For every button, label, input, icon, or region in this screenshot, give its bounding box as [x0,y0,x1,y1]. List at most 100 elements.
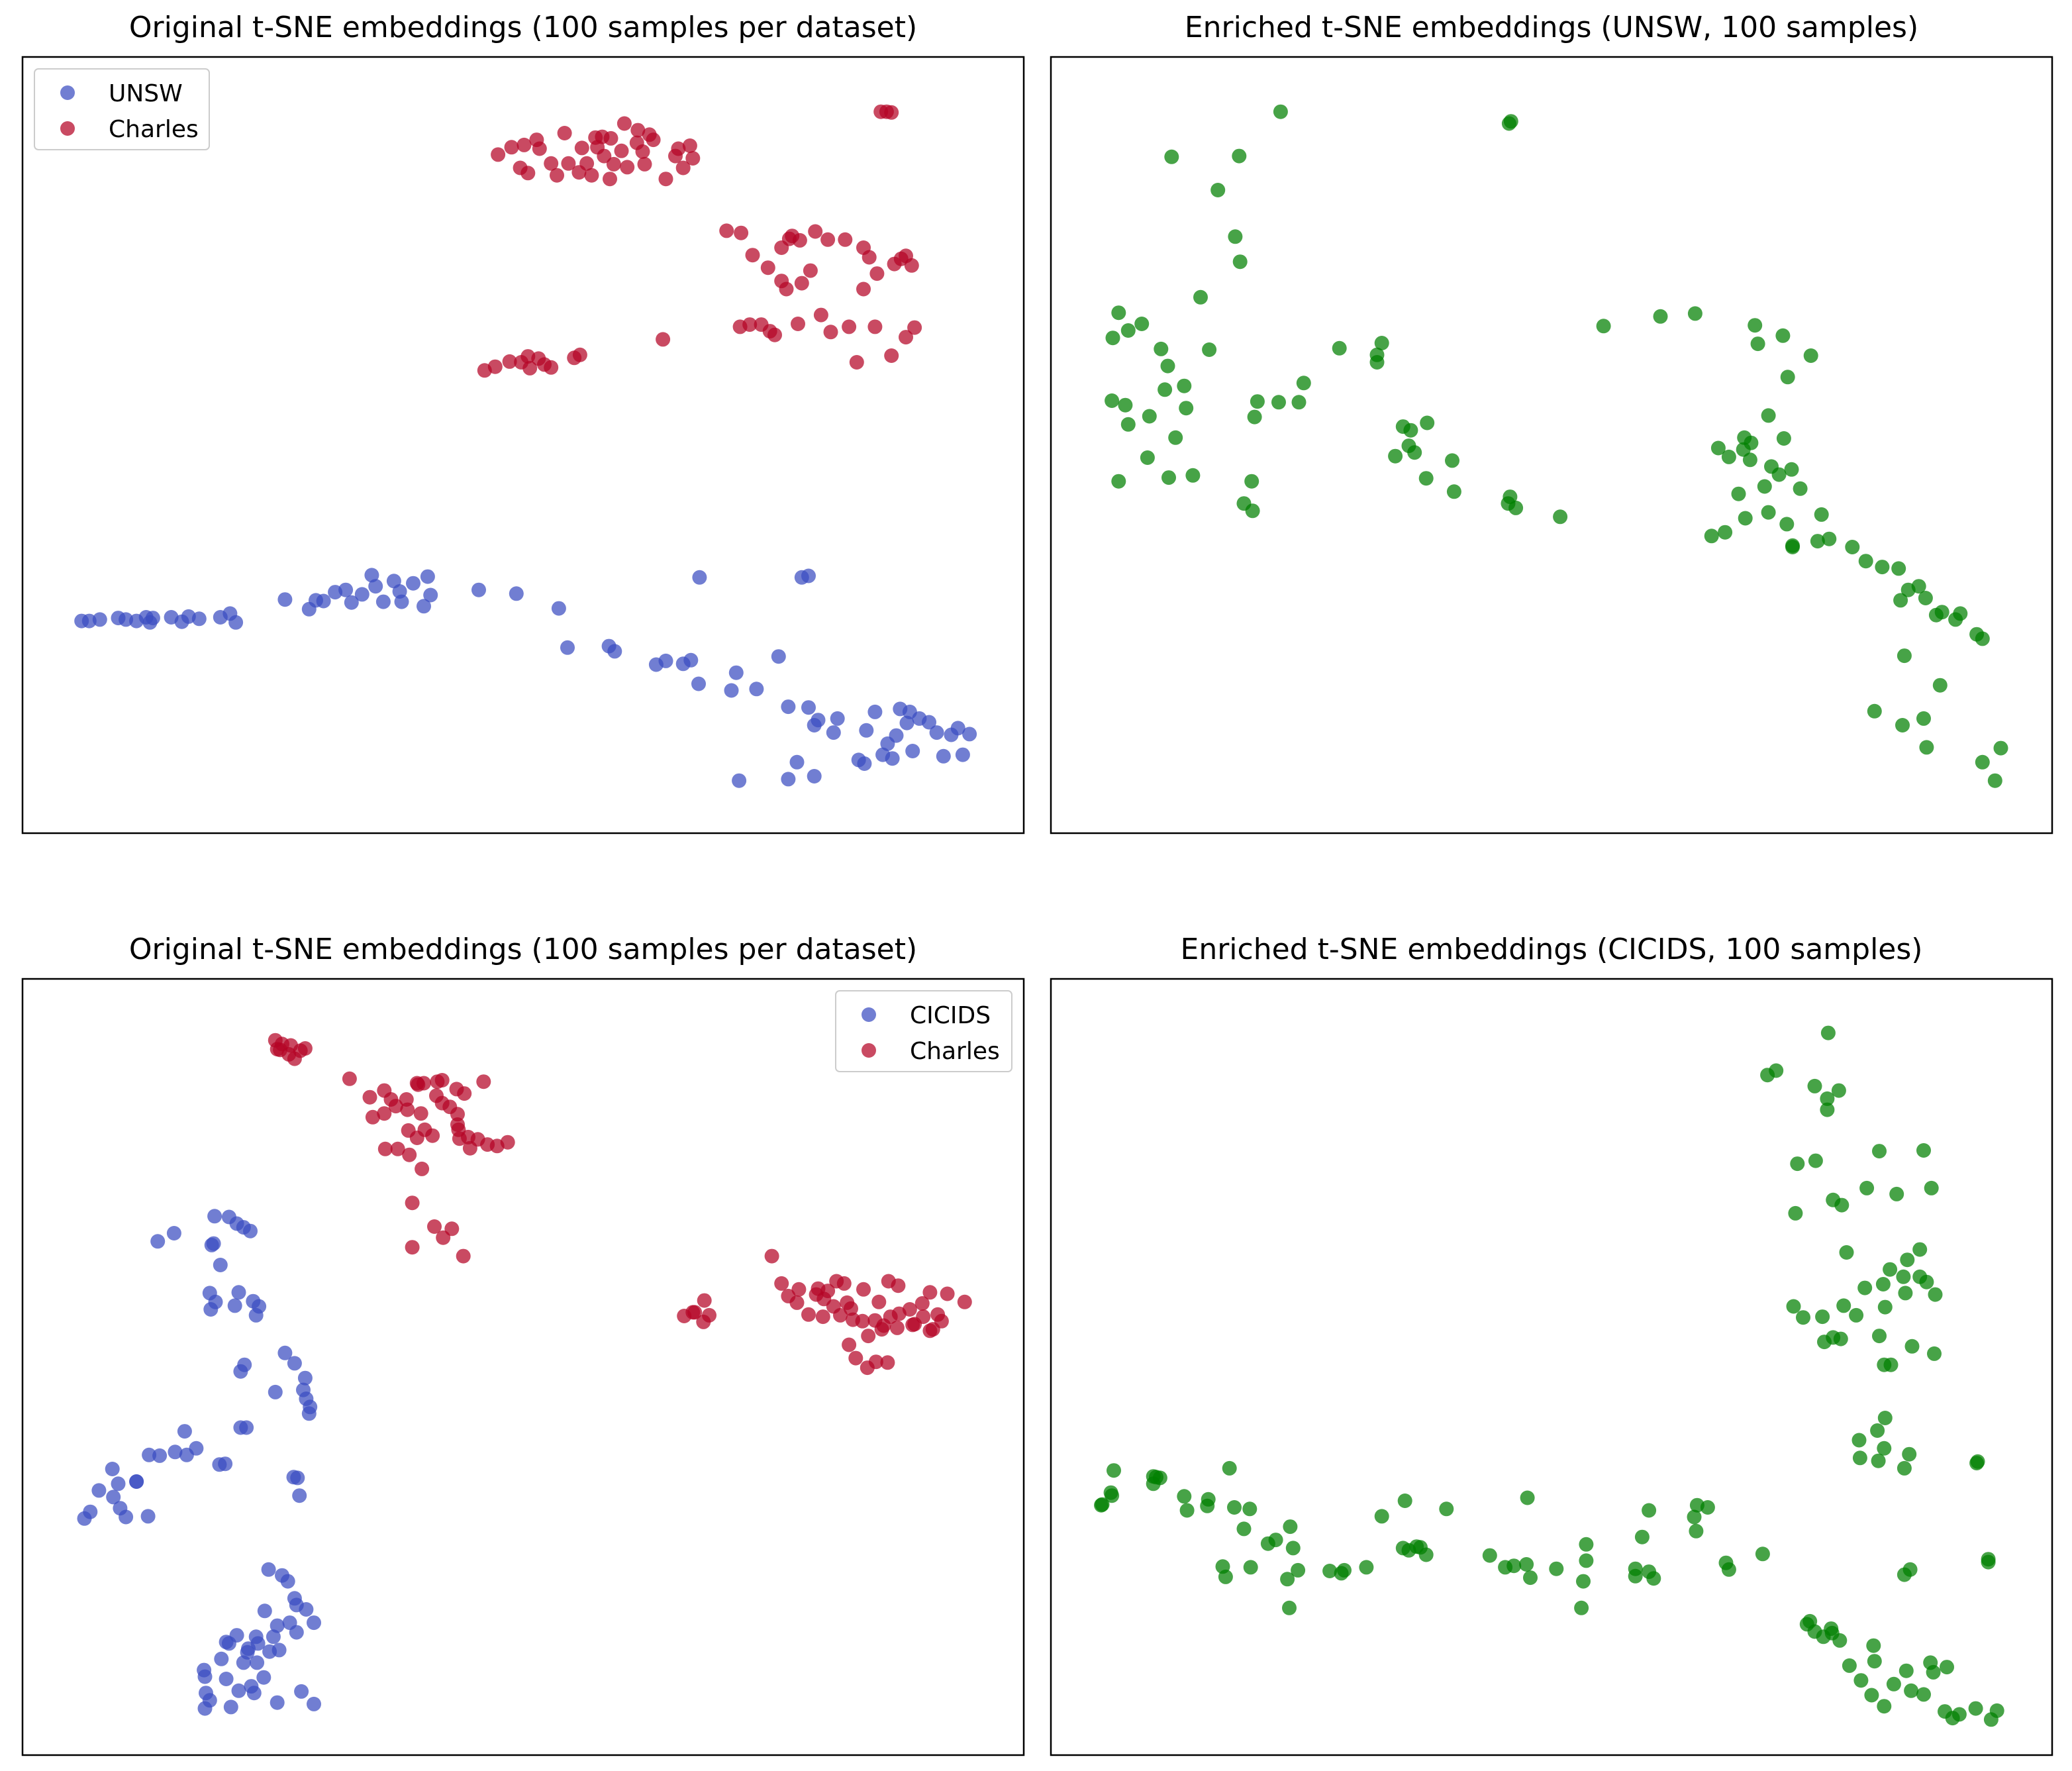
data-point [1968,1701,1983,1716]
data-point [749,682,764,697]
data-point [791,317,805,331]
data-point [702,1307,716,1323]
data-point [1932,678,1948,693]
data-point [92,612,107,627]
data-point [767,327,782,342]
data-point [1283,1519,1298,1535]
chart-title: Enriched t-SNE embeddings (CICIDS, 100 s… [1180,933,1923,966]
data-point [1981,1554,1996,1570]
data-point [1771,467,1787,482]
data-point [289,1625,304,1640]
scatter-plot: CICIDS Charles [21,978,1025,1756]
data-point [405,1195,420,1211]
data-point [836,1276,852,1291]
data-point [1928,1287,1943,1302]
data-point [1889,1186,1904,1201]
data-point [1897,1460,1912,1476]
legend-box [34,68,210,150]
data-point [1919,1274,1934,1290]
data-point [833,1307,848,1323]
data-point [202,1693,217,1708]
legend-label: Charles [910,1038,1000,1065]
data-point [1280,1572,1295,1587]
data-point [1236,1521,1252,1537]
data-point [801,700,816,715]
data-point [955,747,970,762]
data-point [287,1051,302,1066]
data-point [791,1282,807,1297]
data-point [219,1635,234,1650]
data-point [779,281,794,297]
data-point [1420,415,1435,430]
data-point [1291,1562,1306,1578]
data-point [557,126,572,140]
data-point [1120,417,1136,432]
data-point [1897,1567,1912,1582]
data-point [294,1684,309,1699]
data-point [228,615,244,630]
data-point [1179,401,1194,416]
data-point [297,1041,313,1056]
data-point [233,1420,248,1435]
legend-box [835,990,1012,1072]
data-point [1704,529,1719,544]
data-point [1796,1310,1810,1325]
data-point [1160,358,1175,374]
data-point [434,1095,450,1111]
data-point [1975,631,1990,646]
data-point [400,1102,415,1117]
data-point [1388,448,1403,464]
data-point [1757,479,1772,494]
data-point [1482,1548,1497,1563]
data-point [929,725,944,740]
data-point [734,225,749,240]
data-point [1710,440,1726,456]
data-point [1953,606,1968,621]
data-point [957,1294,972,1309]
data-point [884,105,899,120]
data-point [859,723,874,738]
data-point [1790,1156,1805,1172]
data-point [658,172,673,187]
data-point [1401,1543,1416,1558]
data-point [1193,289,1208,305]
data-point [682,138,697,153]
data-point [266,1629,281,1644]
data-point [1858,554,1873,569]
data-point [450,1117,465,1132]
data-point [1689,1523,1704,1539]
data-point [1900,1252,1915,1268]
data-point [1596,319,1611,334]
data-point [683,652,699,668]
data-point [889,728,904,743]
data-point [1140,450,1155,465]
data-point [1923,1655,1938,1670]
data-point [140,1509,156,1524]
data-point [270,1695,285,1710]
data-point [1871,1453,1886,1468]
data-point [1911,579,1926,594]
data-point [856,1282,871,1297]
series-unsw [74,568,977,788]
data-point [1989,1703,2004,1718]
data-point [1094,1497,1109,1513]
data-point [342,1071,357,1086]
data-point [1418,1547,1434,1562]
data-point [532,141,547,156]
data-point [297,1370,313,1386]
data-point [826,725,841,740]
data-point [1271,395,1286,410]
data-point [840,1295,855,1310]
data-point [509,586,524,601]
data-point [142,1447,157,1462]
data-point [504,140,519,155]
data-point [1940,1660,1954,1675]
data-point [1232,254,1248,270]
data-point [1893,593,1908,608]
data-point [846,1312,860,1327]
data-point [406,576,420,591]
data-point [111,1476,126,1492]
data-point [1107,1463,1121,1478]
data-point [362,1089,377,1105]
data-point [1776,431,1791,446]
